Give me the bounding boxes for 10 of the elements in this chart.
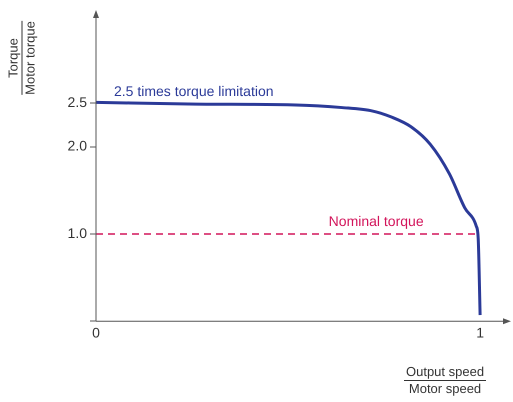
line-series <box>96 100 482 317</box>
series-label: 2.5 times torque limitation <box>114 83 274 100</box>
y-tick-label: 2.0 <box>68 138 88 154</box>
x-tick-label: 0 <box>92 324 100 340</box>
x-tick-label: 1 <box>476 324 484 340</box>
series-label: Nominal torque <box>328 212 424 229</box>
y-tick-label: 1.0 <box>68 224 88 241</box>
x-axis-title: Output speed Motor speed <box>405 364 486 397</box>
y-axis-title: Torque Motor torque <box>6 21 38 95</box>
y-tick-label: 2.5 <box>68 94 88 110</box>
